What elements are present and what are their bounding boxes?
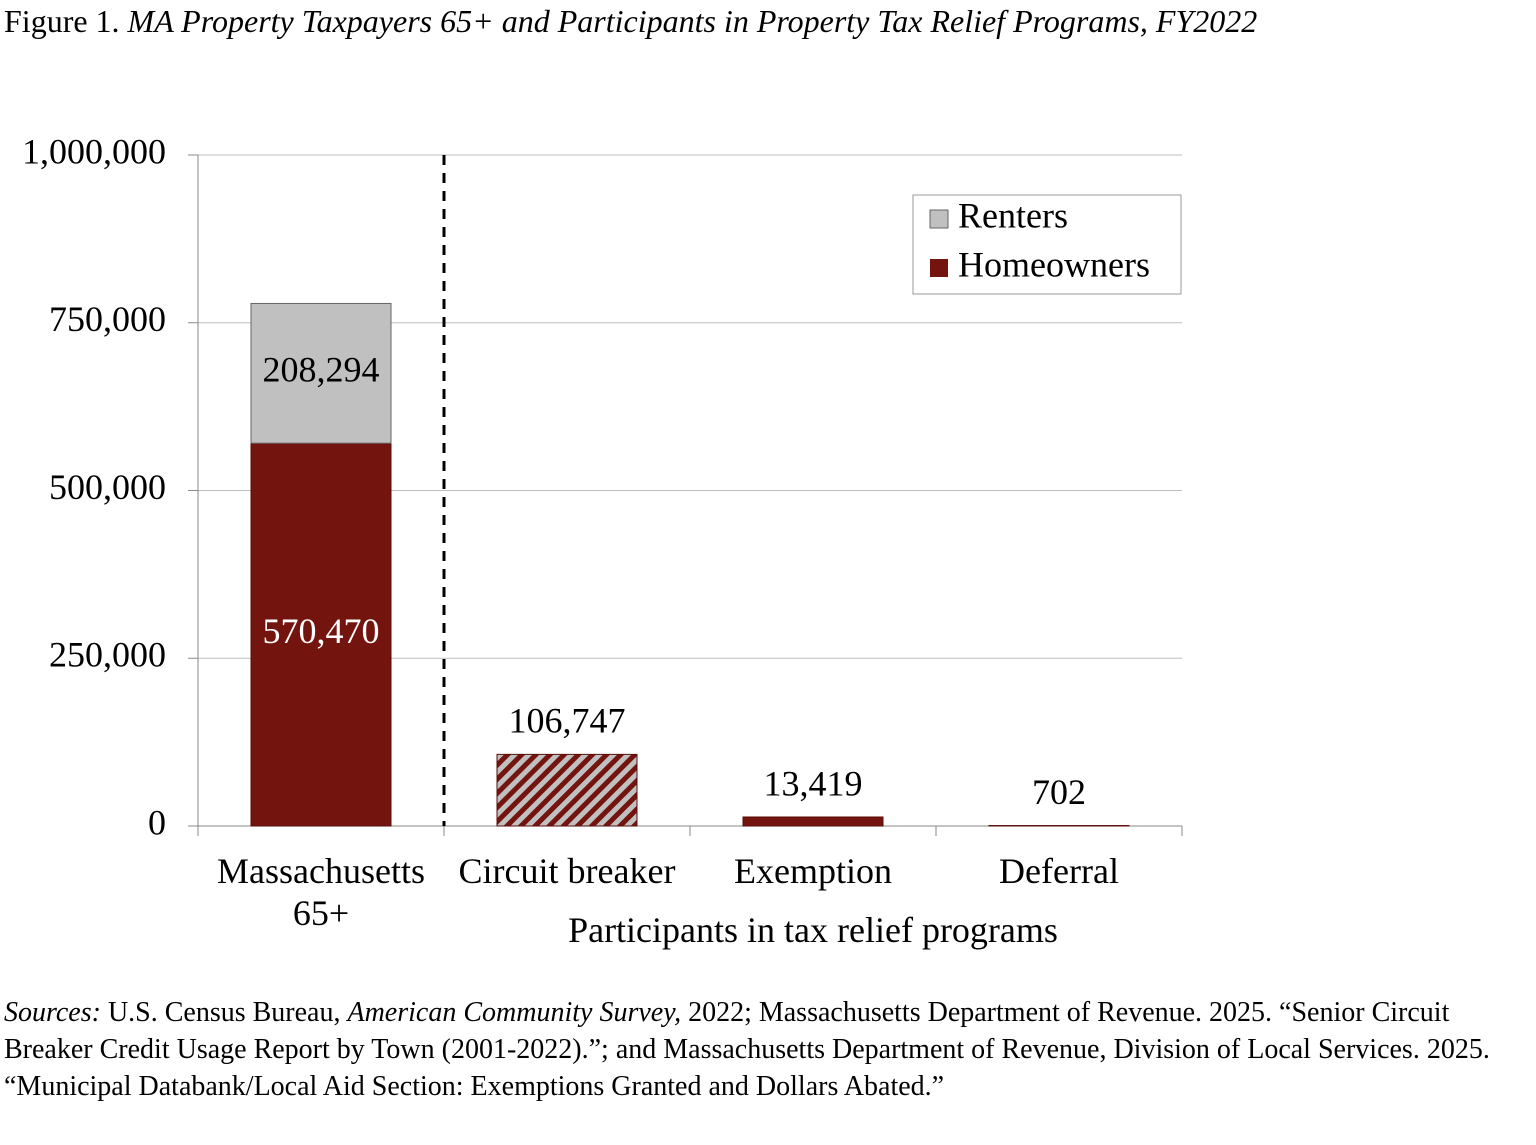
- legend-swatch: [929, 209, 949, 229]
- legend-box: [912, 194, 1182, 295]
- bar-segment: [496, 753, 638, 827]
- chart-title: Figure 1. MA Property Taxpayers 65+ and …: [4, 0, 1444, 42]
- y-tick-label: 500,000: [49, 467, 166, 507]
- x-tick-label: Exemption: [734, 851, 892, 891]
- value-label: 702: [1032, 772, 1086, 812]
- x-axis-label: Participants in tax relief programs: [568, 910, 1058, 950]
- value-label: 106,747: [509, 701, 626, 741]
- x-tick-label: Deferral: [999, 851, 1119, 891]
- bar-segment: [250, 442, 392, 827]
- figure-label: Figure 1.: [4, 3, 120, 39]
- source-text: American Community Survey,: [347, 997, 682, 1028]
- bar-segment: [742, 816, 884, 827]
- sources: Sources: U.S. Census Bureau, American Co…: [4, 994, 1519, 1105]
- y-tick-label: 250,000: [49, 635, 166, 675]
- source-text: Sources:: [4, 997, 101, 1028]
- source-text: U.S. Census Bureau,: [100, 997, 348, 1028]
- legend-label: Homeowners: [958, 244, 1150, 284]
- source-text: 2022; Massachusetts Department of Revenu…: [4, 997, 1490, 1102]
- bar-segment: [250, 302, 392, 444]
- value-label: 13,419: [764, 763, 863, 803]
- y-tick-label: 1,000,000: [22, 131, 166, 171]
- x-tick-label: Massachusetts 65+: [217, 851, 425, 933]
- y-tick-label: 0: [148, 802, 166, 842]
- legend-swatch: [930, 259, 948, 277]
- legend-label: Renters: [958, 195, 1068, 235]
- title-text: MA Property Taxpayers 65+ and Participan…: [127, 3, 1258, 39]
- value-label: 570,470: [263, 611, 380, 651]
- y-tick-label: 750,000: [49, 299, 166, 339]
- value-label: 208,294: [263, 350, 380, 390]
- x-tick-label: Circuit breaker: [458, 851, 676, 891]
